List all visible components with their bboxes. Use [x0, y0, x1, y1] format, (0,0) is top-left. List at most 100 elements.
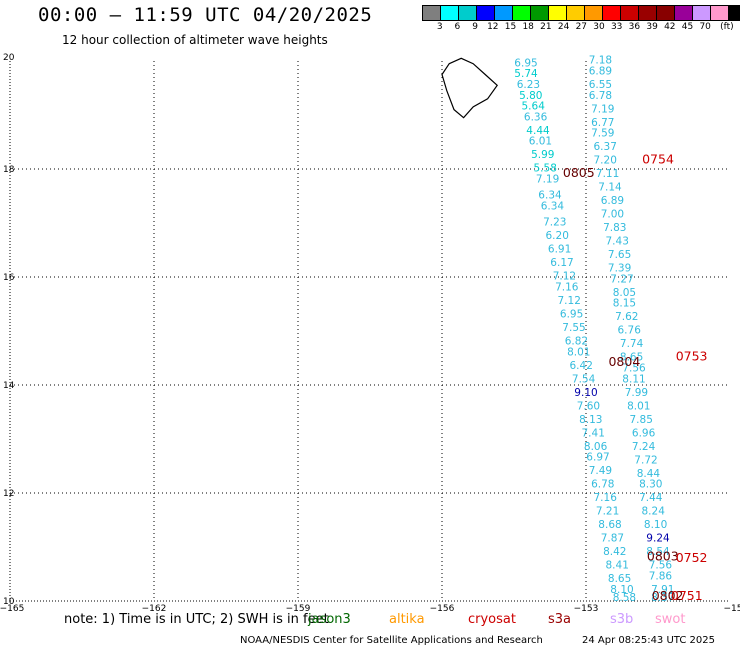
- wave-height-label: 7.00: [601, 209, 624, 221]
- wave-height-label: 5.99: [531, 149, 554, 161]
- colorbar-swatch: [729, 6, 740, 20]
- wave-height-label: 7.16: [555, 282, 579, 294]
- wave-height-label: 7.49: [589, 465, 612, 477]
- wave-height-label: 7.83: [603, 222, 626, 234]
- y-tick-label: 14: [3, 381, 15, 391]
- wave-height-values: 6.955.746.235.805.646.364.446.015.995.58…: [514, 55, 674, 604]
- colorbar-swatch: [459, 6, 477, 20]
- colorbar-swatch: [441, 6, 459, 20]
- wave-height-label: 7.19: [536, 174, 559, 186]
- colorbar-tick: 15: [505, 22, 516, 32]
- colorbar-tick: 33: [611, 22, 622, 32]
- colorbar-tick: 18: [522, 22, 533, 32]
- wave-height-label: 8.68: [598, 519, 621, 531]
- colorbar-tick: 39: [646, 22, 657, 32]
- wave-height-label: 8.24: [642, 506, 666, 518]
- wave-height-label: 6.76: [618, 325, 642, 337]
- page-title: 00:00 – 11:59 UTC 04/20/2025: [38, 4, 372, 26]
- colorbar-swatch: [639, 6, 657, 20]
- wave-height-label: 7.27: [610, 273, 633, 285]
- wave-height-label: 6.97: [586, 452, 609, 464]
- x-tick-label: −15: [724, 604, 740, 614]
- wave-height-label: 6.95: [560, 309, 583, 321]
- wave-height-label: 7.87: [601, 533, 624, 545]
- wave-height-label: 6.89: [601, 195, 624, 207]
- colorbar-swatch: [423, 6, 441, 20]
- wave-height-label: 7.21: [596, 506, 619, 518]
- colorbar-swatch: [585, 6, 603, 20]
- y-tick-label: 20: [3, 53, 15, 63]
- colorbar-tick: 3: [437, 22, 443, 32]
- wave-height-label: 8.11: [622, 373, 645, 385]
- wave-height-label: 7.23: [543, 217, 566, 229]
- wave-height-label: 8.58: [613, 592, 636, 604]
- generated-timestamp: 24 Apr 08:25:43 UTC 2025: [582, 635, 715, 646]
- legend-entry-s3b: s3b: [610, 612, 633, 627]
- legend-entry-altika: altika: [389, 612, 425, 627]
- wave-height-label: 7.14: [598, 182, 622, 194]
- wave-height-label: 7.12: [558, 295, 581, 307]
- wave-height-label: 7.99: [625, 387, 648, 399]
- pass-time-label: 0753: [676, 349, 708, 364]
- colorbar-swatch: [495, 6, 513, 20]
- wave-height-label: 7.16: [594, 492, 618, 504]
- x-tick-label: −156: [430, 604, 455, 614]
- wave-height-label: 8.13: [579, 414, 602, 426]
- colorbar-tick: 30: [593, 22, 604, 32]
- colorbar: [422, 5, 740, 21]
- wave-height-label: 7.85: [630, 414, 653, 426]
- colorbar-swatch: [603, 6, 621, 20]
- wave-height-label: 7.43: [606, 236, 629, 248]
- pass-time-label: 0754: [642, 152, 674, 167]
- pass-time-label: 0804: [608, 354, 640, 369]
- wave-height-label: 7.65: [608, 249, 631, 261]
- colorbar-tick: 12: [487, 22, 498, 32]
- wave-height-label: 8.01: [627, 400, 650, 412]
- colorbar-swatch: [477, 6, 495, 20]
- pass-time-label: 0752: [676, 550, 708, 565]
- wave-height-label: 8.42: [603, 546, 626, 558]
- wave-height-label: 6.91: [548, 244, 571, 256]
- x-tick-label: −153: [574, 604, 599, 614]
- page-subtitle: 12 hour collection of altimeter wave hei…: [62, 33, 328, 47]
- colorbar-swatch: [549, 6, 567, 20]
- colorbar-tick: 42: [664, 22, 675, 32]
- colorbar-swatch: [531, 6, 549, 20]
- wave-height-label: 7.62: [615, 311, 638, 323]
- legend-entry-jason3: jason3: [308, 612, 351, 627]
- wave-height-label: 8.30: [639, 479, 662, 491]
- wave-height-label: 7.44: [639, 492, 663, 504]
- wave-height-label: 6.37: [594, 141, 617, 153]
- wave-height-label: 8.10: [644, 519, 667, 531]
- colorbar-tick: 6: [455, 22, 461, 32]
- colorbar-swatch: [711, 6, 729, 20]
- wave-height-label: 7.60: [577, 400, 600, 412]
- pass-time-label: 0803: [647, 549, 679, 564]
- wave-height-label: 6.89: [589, 66, 612, 78]
- wave-height-label: 7.72: [634, 454, 657, 466]
- colorbar-swatch: [621, 6, 639, 20]
- wave-height-label: 7.19: [591, 103, 614, 115]
- wave-height-label: 7.55: [562, 322, 585, 334]
- wave-height-label: 7.74: [620, 338, 644, 350]
- coastline: [442, 58, 497, 117]
- wave-height-label: 9.10: [574, 387, 597, 399]
- wave-height-label: 6.78: [589, 90, 612, 102]
- wave-height-label: 7.24: [632, 441, 656, 453]
- wave-height-label: 7.54: [572, 373, 596, 385]
- wave-height-label: 7.41: [582, 427, 605, 439]
- colorbar-swatch: [675, 6, 693, 20]
- wave-height-label: 8.01: [567, 346, 590, 358]
- y-tick-label: 18: [3, 165, 15, 175]
- wave-height-label: 9.24: [646, 533, 670, 545]
- colorbar-tick: 21: [540, 22, 551, 32]
- wave-height-label: 6.36: [524, 111, 548, 123]
- legend-entry-s3a: s3a: [548, 612, 571, 627]
- colorbar-tick: 24: [558, 22, 569, 32]
- wave-height-label: 8.41: [606, 560, 629, 572]
- wave-height-label: 6.20: [546, 230, 569, 242]
- wave-height-label: 6.96: [632, 427, 656, 439]
- y-tick-label: 12: [3, 489, 14, 499]
